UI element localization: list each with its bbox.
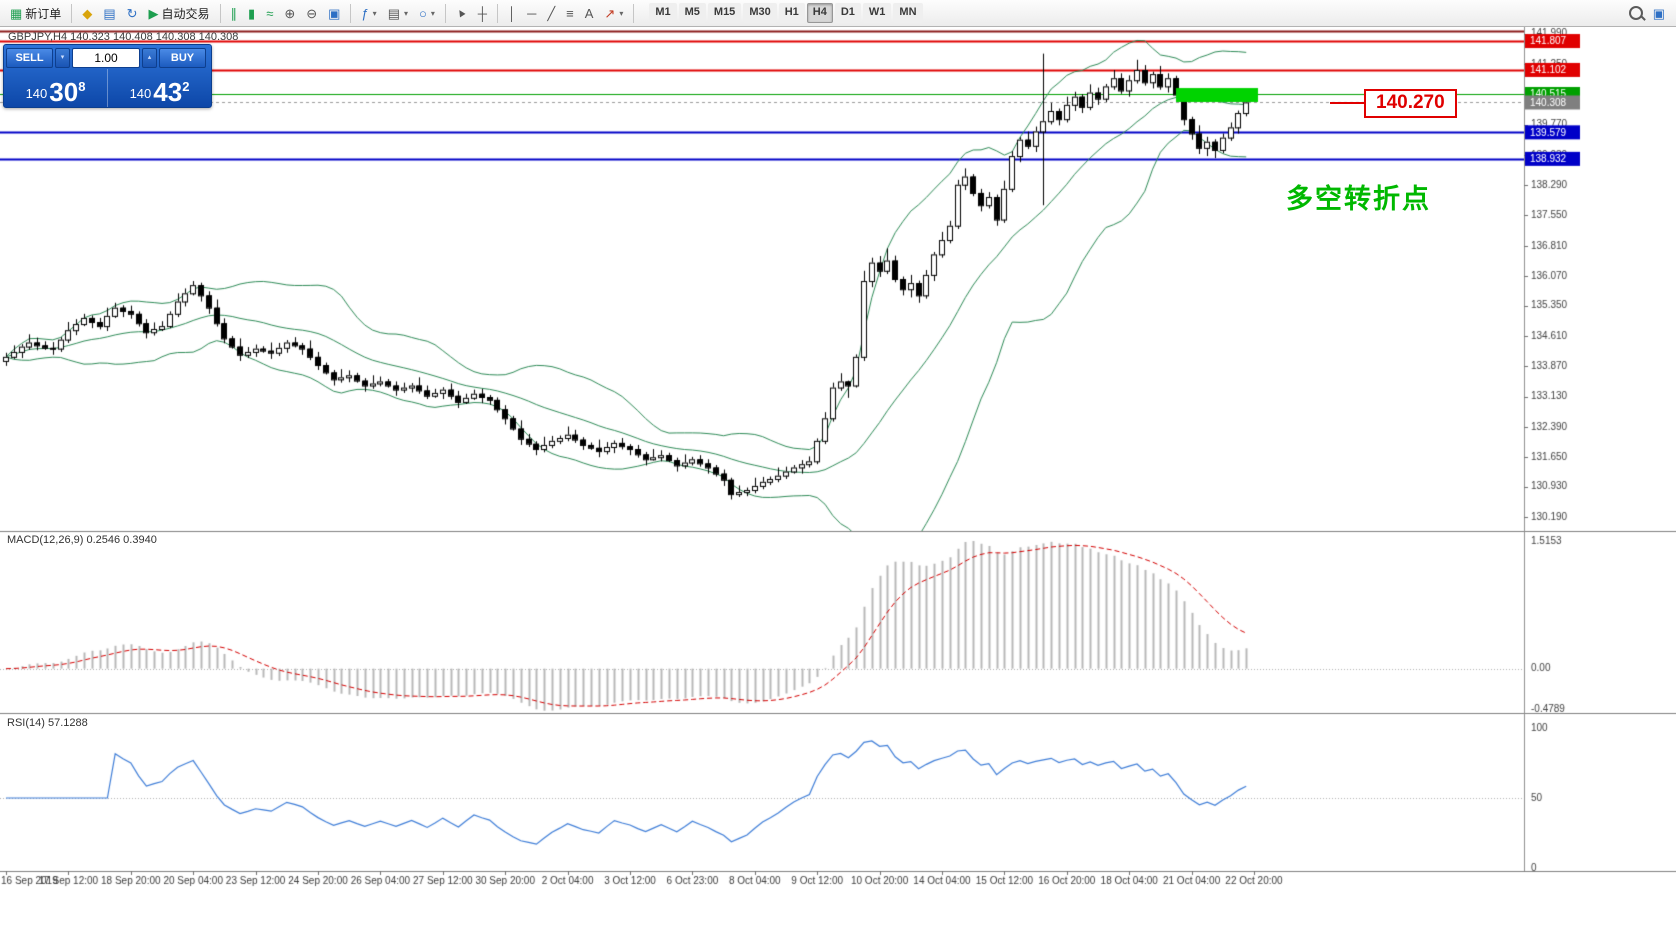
chevron-down-icon: ▾ — [403, 8, 408, 18]
templates-icon: ▤ — [387, 5, 400, 21]
zoom-out-button[interactable]: ⊖ — [301, 1, 322, 25]
chart-window: GBPJPY,H4 140.323 140.408 140.308 140.30… — [0, 27, 1676, 949]
volume-input[interactable] — [72, 48, 140, 68]
fibonacci-icon: ≡ — [566, 5, 574, 21]
indicators-button[interactable]: ƒ ▾ — [356, 1, 381, 25]
one-click-trading-panel: SELL ▾ ▴ BUY 140 30 8 140 43 2 — [3, 44, 212, 108]
toolbar-separator — [219, 3, 221, 23]
price-chart-canvas[interactable] — [0, 27, 1676, 949]
trendline-icon: ╱ — [547, 5, 556, 21]
arrow-object-icon: ↗ — [604, 5, 616, 21]
buy-price[interactable]: 140 43 2 — [108, 69, 211, 107]
horizontal-line-button[interactable]: ─ — [522, 1, 541, 25]
chevron-down-icon: ▾ — [619, 8, 624, 18]
tile-windows-icon: ▣ — [328, 5, 341, 21]
metaeditor-icon: ◆ — [82, 5, 93, 21]
price-callout-label: 140.270 — [1364, 89, 1457, 118]
docs-icon[interactable]: ▣ — [1652, 5, 1665, 21]
toolbar-separator — [350, 3, 352, 23]
period-icon: ○ — [419, 5, 427, 21]
chart-symbol-info: GBPJPY,H4 140.323 140.408 140.308 140.30… — [8, 31, 239, 43]
candlestick-chart-icon: ▮ — [248, 5, 256, 21]
cursor-icon: ▲ — [453, 4, 469, 21]
crosshair-button[interactable]: ┼ — [473, 1, 492, 25]
toolbar-separator — [444, 3, 446, 23]
autotrade-button[interactable]: ▶ 自动交易 — [144, 1, 215, 25]
tile-windows-button[interactable]: ▣ — [323, 1, 345, 25]
macd-indicator-label: MACD(12,26,9) 0.2546 0.3940 — [7, 534, 157, 546]
chevron-down-icon: ▾ — [430, 8, 435, 18]
volume-down-button[interactable]: ▾ — [55, 48, 70, 68]
refresh-icon: ↻ — [126, 5, 138, 21]
sell-button[interactable]: SELL — [6, 48, 53, 68]
vertical-line-icon: │ — [507, 5, 517, 21]
timeframe-h1-button[interactable]: H1 — [778, 3, 805, 23]
annotation-text: 多空转折点 — [1286, 184, 1431, 214]
zoom-in-icon: ⊕ — [284, 5, 296, 21]
indicators-icon: ƒ — [361, 5, 369, 21]
zoom-in-button[interactable]: ⊕ — [279, 1, 300, 25]
zoom-out-icon: ⊖ — [306, 5, 318, 21]
timeframe-w1-button[interactable]: W1 — [862, 3, 892, 23]
candlestick-chart-button[interactable]: ▮ — [243, 1, 260, 25]
autotrade-play-icon: ▶ — [148, 5, 159, 21]
trade-panel-controls: SELL ▾ ▴ BUY — [4, 45, 211, 69]
line-chart-icon: ≈ — [266, 5, 274, 21]
buy-button[interactable]: BUY — [159, 48, 206, 68]
timeframe-m30-button[interactable]: M30 — [743, 3, 777, 23]
timeframe-h4-button[interactable]: H4 — [806, 3, 833, 23]
buy-price-pips: 43 — [153, 76, 183, 107]
history-center-icon: ▤ — [103, 5, 116, 21]
timeframe-d1-button[interactable]: D1 — [834, 3, 861, 23]
text-tool-button[interactable]: A — [580, 1, 599, 25]
sell-price[interactable]: 140 30 8 — [4, 69, 108, 107]
bar-chart-button[interactable]: ∥ — [226, 1, 243, 25]
trendline-button[interactable]: ╱ — [542, 1, 560, 25]
sell-price-handle: 140 — [25, 86, 48, 101]
metaeditor-button[interactable]: ◆ — [77, 1, 97, 25]
new-order-icon: ▦ — [10, 5, 23, 21]
price-callout-leader — [1330, 102, 1364, 105]
new-order-button[interactable]: ▦ 新订单 — [5, 1, 66, 25]
text-tool-icon: A — [584, 5, 594, 21]
chevron-down-icon: ▾ — [372, 8, 377, 18]
history-center-button[interactable]: ▤ — [98, 1, 120, 25]
crosshair-icon: ┼ — [477, 5, 487, 21]
toolbar-separator — [71, 3, 73, 23]
toolbar-separator — [496, 3, 498, 23]
timeframe-m15-button[interactable]: M15 — [707, 3, 742, 23]
autotrade-label: 自动交易 — [161, 6, 210, 21]
buy-price-handle: 140 — [129, 86, 152, 101]
refresh-button[interactable]: ↻ — [122, 1, 143, 25]
line-chart-button[interactable]: ≈ — [261, 1, 278, 25]
cursor-button[interactable]: ▲ — [451, 1, 472, 25]
timeframe-m1-button[interactable]: M1 — [649, 3, 677, 23]
templates-button[interactable]: ▤ ▾ — [383, 1, 413, 25]
timeframe-mn-button[interactable]: MN — [893, 3, 923, 23]
volume-up-button[interactable]: ▴ — [142, 48, 157, 68]
horizontal-line-icon: ─ — [527, 5, 537, 21]
trade-panel-prices: 140 30 8 140 43 2 — [4, 69, 211, 107]
price-callout: 140.270 — [1330, 89, 1457, 118]
period-button[interactable]: ○ ▾ — [414, 1, 440, 25]
new-order-label: 新订单 — [25, 6, 62, 21]
fibonacci-button[interactable]: ≡ — [561, 1, 579, 25]
timeframe-m5-button[interactable]: M5 — [678, 3, 706, 23]
vertical-line-button[interactable]: │ — [503, 1, 521, 25]
toolbar-right-group: ▣ — [1628, 5, 1671, 21]
sell-price-point: 8 — [78, 79, 86, 94]
timeframe-toolbar: M1 M5 M15 M30 H1 H4 D1 W1 MN — [649, 3, 923, 23]
sell-price-pips: 30 — [49, 76, 79, 107]
rsi-indicator-label: RSI(14) 57.1288 — [7, 717, 88, 729]
toolbar-separator — [633, 3, 635, 23]
buy-price-point: 2 — [182, 79, 190, 94]
main-toolbar: ▦ 新订单 ◆ ▤ ↻ ▶ 自动交易 ∥ ▮ ≈ ⊕ ⊖ — [0, 0, 1676, 27]
arrows-button[interactable]: ↗ ▾ — [599, 1, 628, 25]
search-icon[interactable] — [1628, 6, 1643, 20]
bar-chart-icon: ∥ — [230, 5, 238, 21]
